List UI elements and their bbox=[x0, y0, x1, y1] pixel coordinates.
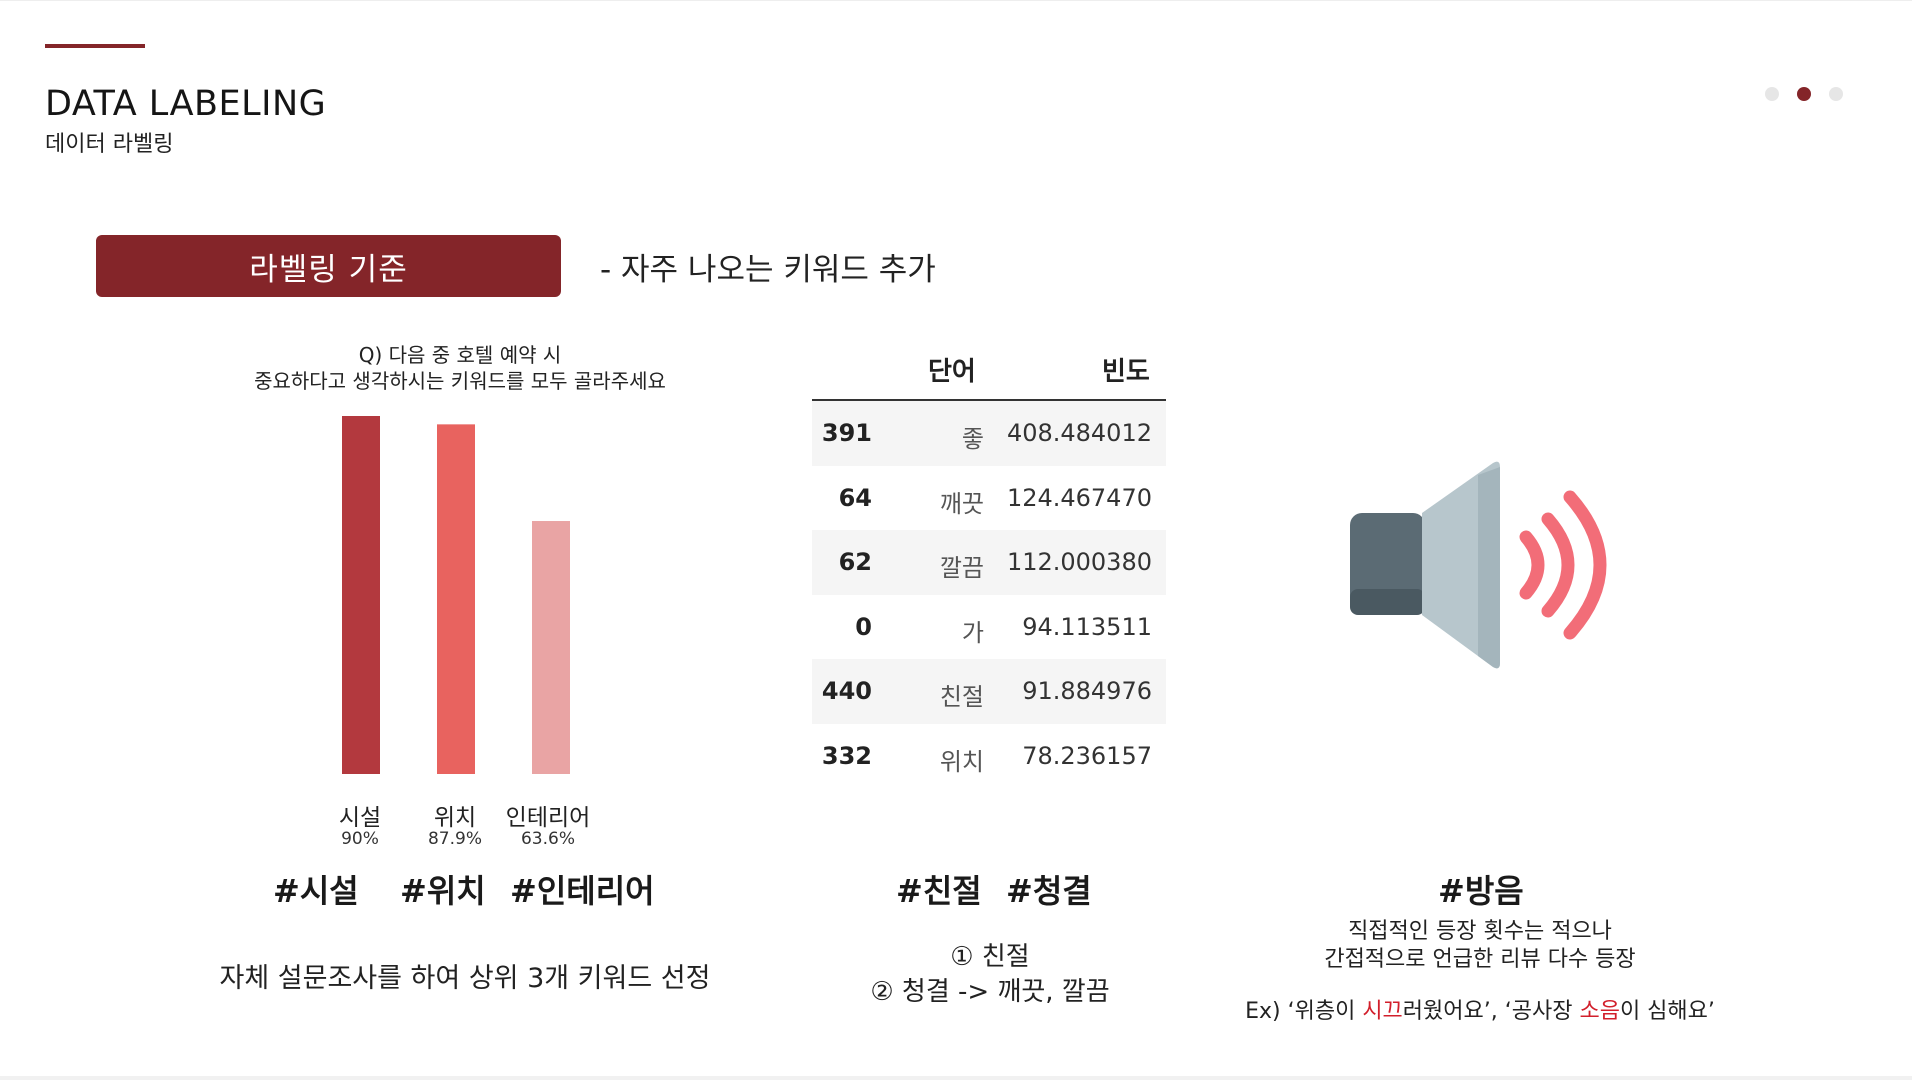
bottom-border bbox=[0, 1076, 1912, 1080]
row-index: 0 bbox=[855, 612, 872, 641]
table-header-frequency: 빈도 bbox=[1102, 357, 1150, 387]
table-header-word: 단어 bbox=[928, 357, 976, 387]
middle-notes: ① 친절 ② 청결 -> 깨끗, 깔끔 bbox=[810, 940, 1170, 1010]
row-word: 친절 bbox=[939, 683, 984, 711]
row-index: 391 bbox=[821, 419, 872, 447]
hashtag-facility: #시설 bbox=[273, 872, 359, 910]
row-frequency: 91.884976 bbox=[1022, 677, 1152, 705]
example-text-3: 이 심해요’ bbox=[1619, 999, 1715, 1024]
chart-bar-3 bbox=[532, 521, 570, 774]
pagination-dot-1[interactable] bbox=[1765, 87, 1779, 101]
hashtag-soundproofing: #방음 bbox=[1438, 872, 1524, 910]
table-header: 단어 빈도 bbox=[812, 337, 1166, 401]
page-title: DATA LABELING bbox=[45, 84, 327, 124]
top-border bbox=[0, 0, 1912, 1]
middle-note-2: ② 청결 -> 깨끗, 깔끔 bbox=[870, 977, 1110, 1007]
middle-note-1: ① 친절 bbox=[950, 942, 1030, 972]
survey-caption: 자체 설문조사를 하여 상위 3개 키워드 선정 bbox=[219, 963, 711, 994]
survey-question: Q) 다음 중 호텔 예약 시 중요하다고 생각하시는 키워드를 모두 골라주세… bbox=[210, 342, 710, 394]
table-row: 332 위치 78.236157 bbox=[812, 724, 1166, 789]
pagination-dot-2[interactable] bbox=[1797, 87, 1811, 101]
row-frequency: 124.467470 bbox=[1006, 483, 1152, 512]
row-frequency: 78.236157 bbox=[1022, 741, 1152, 770]
chart-x-label-3: 인테리어 bbox=[505, 805, 591, 831]
description-line-2: 간접적으로 언급한 리뷰 다수 등장 bbox=[1324, 947, 1636, 972]
hashtag-cleanliness: #청결 bbox=[1006, 872, 1092, 910]
chart-x-label-2: 위치 bbox=[433, 805, 477, 831]
chart-bar-1 bbox=[342, 416, 380, 774]
row-index: 62 bbox=[838, 548, 872, 576]
row-word: 좋 bbox=[961, 425, 984, 453]
hashtag-location: #위치 bbox=[400, 872, 486, 910]
title-accent-line bbox=[45, 44, 145, 48]
speaker-volume-icon bbox=[1350, 461, 1607, 669]
labeling-criteria-badge: 라벨링 기준 bbox=[96, 235, 561, 297]
row-word: 깔끔 bbox=[939, 554, 984, 582]
row-frequency: 112.000380 bbox=[1006, 548, 1152, 576]
survey-question-line-1: Q) 다음 중 호텔 예약 시 bbox=[358, 343, 562, 367]
chart-value-label-1: 90% bbox=[341, 829, 379, 849]
table-row: 0 가 94.113511 bbox=[812, 595, 1166, 660]
page-subtitle: 데이터 라벨링 bbox=[45, 132, 174, 157]
survey-bar-chart bbox=[342, 416, 570, 774]
description-line-1: 직접적인 등장 횟수는 적으나 bbox=[1348, 919, 1612, 944]
row-index: 440 bbox=[821, 677, 872, 705]
chart-value-label-2: 87.9% bbox=[427, 829, 482, 849]
example-text-2: 러웠어요’, ‘공사장 bbox=[1402, 999, 1580, 1024]
slide-pagination bbox=[1765, 87, 1843, 101]
row-word: 위치 bbox=[939, 747, 984, 776]
table-row: 64 깨끗 124.467470 bbox=[812, 466, 1166, 531]
table-row: 62 깔끔 112.000380 bbox=[812, 530, 1166, 595]
soundproofing-description: 직접적인 등장 횟수는 적으나 간접적으로 언급한 리뷰 다수 등장 bbox=[1280, 918, 1680, 974]
soundproofing-example: Ex) ‘위층이 시끄러웠어요’, ‘공사장 소음이 심해요’ bbox=[1230, 998, 1730, 1026]
row-index: 332 bbox=[821, 741, 872, 770]
table-row: 440 친절 91.884976 bbox=[812, 659, 1166, 724]
chart-bar-2 bbox=[437, 424, 475, 774]
row-word: 깨끗 bbox=[939, 489, 984, 518]
criteria-note: - 자주 나오는 키워드 추가 bbox=[600, 252, 936, 288]
row-index: 64 bbox=[838, 483, 872, 512]
row-word: 가 bbox=[961, 618, 984, 647]
chart-value-label-3: 63.6% bbox=[520, 829, 575, 849]
example-highlight-noisy: 시끄 bbox=[1362, 999, 1403, 1024]
example-highlight-noise: 소음 bbox=[1579, 999, 1620, 1024]
row-frequency: 94.113511 bbox=[1022, 612, 1152, 641]
chart-x-label-1: 시설 bbox=[338, 805, 382, 831]
hashtag-interior: #인테리어 bbox=[510, 872, 655, 910]
pagination-dot-3[interactable] bbox=[1829, 87, 1843, 101]
table-row: 391 좋 408.484012 bbox=[812, 401, 1166, 466]
example-text-1: Ex) ‘위층이 bbox=[1245, 999, 1363, 1024]
survey-question-line-2: 중요하다고 생각하시는 키워드를 모두 골라주세요 bbox=[254, 369, 666, 393]
keyword-frequency-table: 단어 빈도 391 좋 408.484012 64 깨끗 124.467470 … bbox=[812, 337, 1166, 788]
row-frequency: 408.484012 bbox=[1006, 419, 1152, 447]
hashtag-kindness: #친절 bbox=[896, 872, 982, 910]
